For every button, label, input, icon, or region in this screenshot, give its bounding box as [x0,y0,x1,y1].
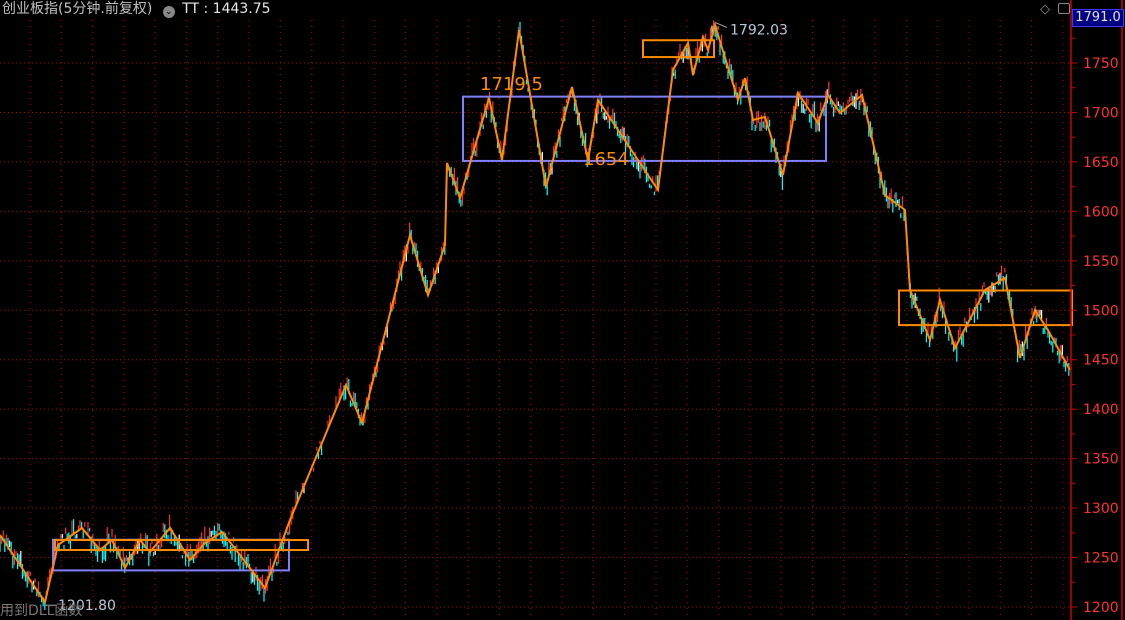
orange-range-box [54,539,309,552]
axis-tick-label: 1550 [1083,254,1119,270]
annotations: 1792.03 1201.80 1719.5 1654 [45,21,788,614]
price-axis[interactable]: 1200 1250 1300 1350 1400 1450 1500 1550 1600 1650… [1070,0,1123,620]
grid [0,20,1071,620]
price-bars [0,20,1070,610]
axis-tick-label: 1700 [1083,105,1119,121]
high-price-label: 1792.03 [730,22,788,38]
axis-tick-label: 1300 [1083,501,1119,517]
low-price-label: 1201.80 [58,598,116,614]
range-boxes [52,39,1073,572]
zigzag-line [0,21,1071,605]
blue-range-box [52,538,290,572]
orange-range-box [642,39,715,59]
chart-header: 创业板指(5分钟.前复权) ⌄ TT : 1443.75 [2,1,271,18]
indicator-label: TT [182,1,200,17]
level-label: 1654 [583,149,629,170]
toggle-panel-icon[interactable] [1058,3,1070,14]
axis-tick-label: 1450 [1083,353,1119,369]
level-label: 1719.5 [480,74,543,95]
current-price-label: 1791.0 [1072,9,1124,27]
axis-tick-label: 1400 [1083,402,1119,418]
axis-tick-label: 1250 [1083,551,1119,567]
chart-title: 创业板指(5分钟.前复权) [2,1,153,17]
arrow-icon [714,21,728,28]
indicator-value: 1443.75 [212,1,271,17]
axis-tick-label: 1350 [1083,452,1119,468]
axis-tick-label: 1600 [1083,204,1119,220]
axis-tick-label: 1500 [1083,303,1119,319]
blue-range-box [462,95,827,162]
chevron-down-circle-icon[interactable]: ⌄ [162,6,175,18]
axis-tick-label: 1650 [1083,155,1119,171]
axis-tick-label: 1750 [1083,56,1119,72]
toolbar-icons: ◇ [1040,2,1070,17]
footer-text: 用到DLL函数 [0,603,83,619]
diamond-icon[interactable]: ◇ [1040,2,1050,17]
axis-tick-label: 1200 [1083,600,1119,616]
